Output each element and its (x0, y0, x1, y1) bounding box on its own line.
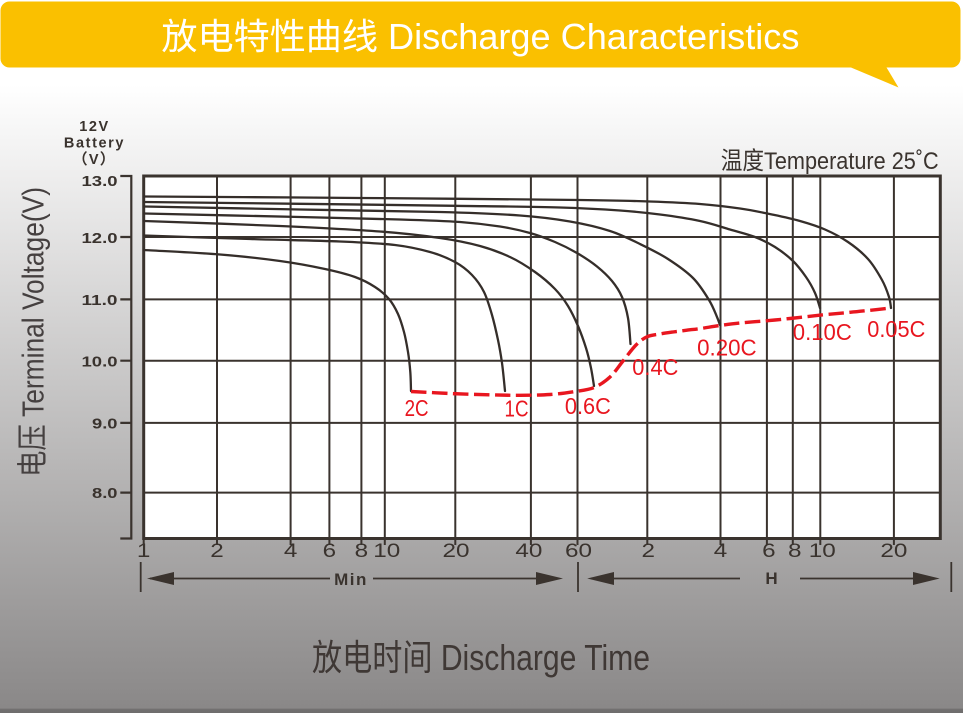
svg-text:0.20C: 0.20C (697, 335, 757, 361)
svg-text:10.0: 10.0 (82, 354, 118, 371)
svg-text:40: 40 (515, 541, 542, 562)
svg-text:电压 Terminal Voltage(V): 电压 Terminal Voltage(V) (16, 187, 51, 477)
svg-text:（V）: （V） (73, 150, 116, 168)
svg-text:10: 10 (373, 541, 400, 562)
svg-text:0.10C: 0.10C (793, 319, 852, 345)
svg-text:放电时间 Discharge Time: 放电时间 Discharge Time (312, 637, 650, 678)
svg-text:2: 2 (210, 541, 224, 562)
svg-text:9.0: 9.0 (92, 416, 118, 433)
svg-text:4: 4 (284, 541, 298, 562)
svg-text:12V: 12V (79, 119, 110, 135)
svg-text:10: 10 (809, 541, 836, 562)
svg-text:1: 1 (137, 541, 151, 562)
svg-text:0.05C: 0.05C (867, 316, 925, 342)
svg-text:0.4C: 0.4C (632, 354, 678, 380)
svg-text:12.0: 12.0 (82, 230, 118, 247)
svg-text:6: 6 (323, 541, 337, 562)
svg-text:6: 6 (762, 541, 776, 562)
svg-text:4: 4 (714, 541, 728, 562)
svg-text:H: H (765, 569, 777, 588)
svg-text:2: 2 (642, 541, 656, 562)
svg-text:20: 20 (880, 541, 907, 562)
svg-text:0.6C: 0.6C (565, 393, 611, 419)
svg-text:温度Temperature 25˚C: 温度Temperature 25˚C (721, 147, 939, 175)
svg-text:13.0: 13.0 (82, 173, 118, 190)
svg-text:11.0: 11.0 (82, 292, 118, 309)
svg-text:Min: Min (334, 570, 368, 589)
svg-text:20: 20 (443, 541, 470, 562)
svg-text:8: 8 (788, 541, 802, 562)
svg-text:放电特性曲线 Discharge Characteristi: 放电特性曲线 Discharge Characteristics (161, 16, 799, 57)
svg-text:8: 8 (355, 541, 369, 562)
svg-text:60: 60 (565, 541, 592, 562)
svg-text:Battery: Battery (64, 136, 125, 152)
svg-text:2C: 2C (405, 395, 429, 421)
svg-text:8.0: 8.0 (92, 485, 118, 502)
svg-text:1C: 1C (505, 396, 529, 422)
